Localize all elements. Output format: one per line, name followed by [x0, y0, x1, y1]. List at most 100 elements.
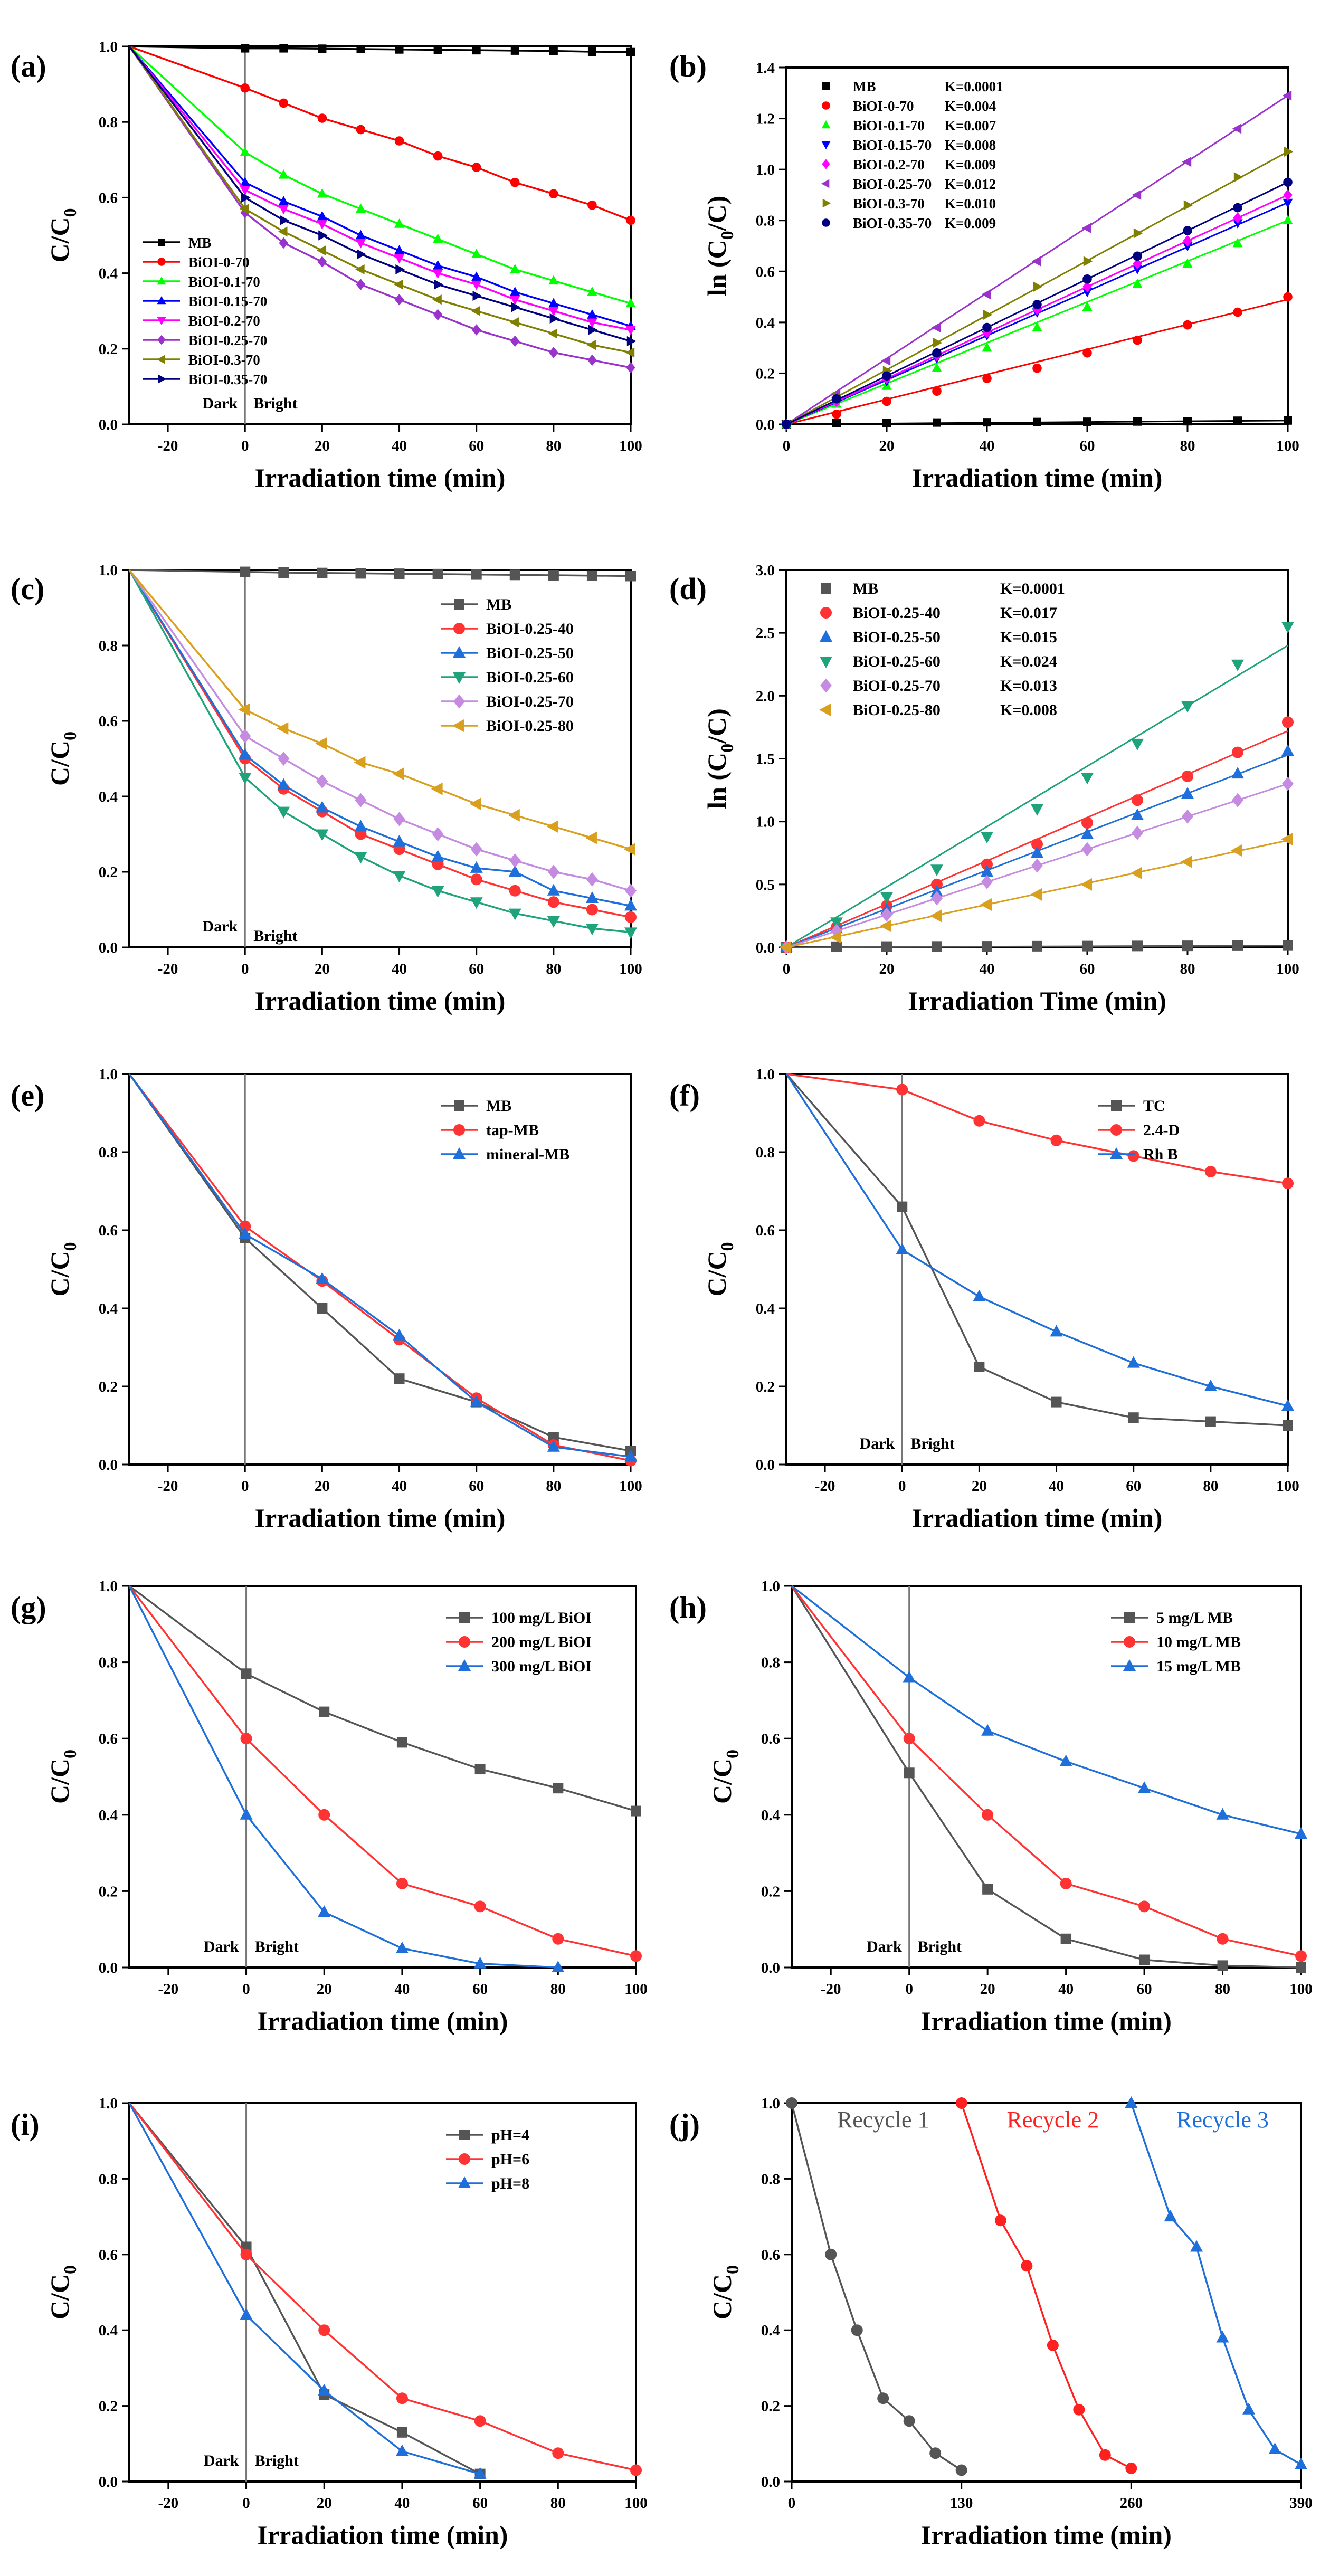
legend-label: TC	[1143, 1097, 1165, 1115]
legend-rate-constant: K=0.024	[1000, 653, 1057, 670]
data-point	[395, 264, 405, 275]
data-point	[1232, 219, 1243, 229]
chart-panel-a: (a) Dark Bright -20 0 20 40 60 80 100 0.0 0.2 0.4 0.6…	[11, 39, 642, 492]
legend-label: BiOI-0.25-40	[853, 604, 941, 622]
x-tick-label: -20	[821, 1981, 841, 1998]
data-point	[549, 46, 558, 55]
x-tick-label: 60	[472, 1981, 488, 1998]
data-point	[1081, 842, 1093, 857]
data-point	[471, 306, 480, 316]
data-point	[474, 1900, 486, 1913]
data-point	[1083, 256, 1093, 267]
y-tick-label: 0.4	[756, 1300, 775, 1317]
series-0	[129, 44, 635, 56]
data-point	[240, 566, 251, 577]
legend-marker	[454, 1100, 464, 1111]
data-point	[471, 249, 482, 258]
series-7	[782, 177, 1293, 429]
bright-label: Bright	[255, 2452, 299, 2469]
data-point	[1032, 322, 1042, 331]
data-point	[1183, 226, 1192, 235]
data-point	[832, 394, 841, 404]
data-point	[317, 188, 327, 198]
data-point	[1205, 1416, 1216, 1427]
y-tick-label: 0.5	[756, 877, 775, 893]
data-point	[626, 47, 635, 56]
bright-label: Bright	[910, 1435, 954, 1452]
data-point	[240, 147, 250, 156]
data-point	[396, 2427, 407, 2438]
legend-marker	[453, 646, 466, 658]
y-tick-label: 0.8	[761, 1655, 780, 1671]
series-2	[781, 215, 1293, 429]
data-point	[394, 136, 404, 146]
legend-label: 2.4-D	[1143, 1121, 1180, 1139]
plot-frame	[791, 2102, 1302, 2483]
data-point	[548, 570, 559, 581]
data-point	[1081, 817, 1093, 829]
data-point	[780, 941, 791, 954]
data-point	[930, 885, 943, 897]
x-tick-label: 100	[1289, 1981, 1313, 1998]
x-tick-label: 40	[392, 1478, 407, 1495]
legend-label: BiOI-0.25-80	[853, 701, 941, 719]
y-tick-label: 0.6	[761, 2247, 780, 2264]
data-point	[432, 568, 443, 579]
data-point	[1050, 1325, 1063, 1337]
chart-panel-h: (h) Dark Bright -20 0 20 40 60 80 100 0.0 0.2 0.4 0.6…	[669, 1578, 1313, 2036]
data-point	[239, 773, 252, 785]
data-point	[585, 831, 597, 844]
data-point	[470, 1395, 483, 1407]
data-point	[932, 941, 942, 952]
legend-marker	[459, 2153, 470, 2165]
data-point	[981, 832, 993, 844]
data-point	[316, 245, 326, 256]
legend-label: BiOI-0.1-70	[853, 118, 925, 134]
data-point	[1283, 1420, 1293, 1431]
series-3	[128, 569, 637, 939]
y-tick-label: 0.4	[99, 2322, 118, 2339]
series-5	[781, 90, 1292, 430]
legend-label: 5 mg/L MB	[1156, 1609, 1233, 1627]
legend-label: 10 mg/L MB	[1156, 1633, 1241, 1651]
data-point	[1031, 838, 1043, 850]
data-point	[1281, 744, 1294, 756]
data-point	[394, 245, 405, 254]
legend-marker	[820, 678, 832, 693]
legend-label: BiOI-0.25-70	[853, 176, 932, 192]
series-line	[128, 45, 631, 327]
data-point	[586, 904, 598, 916]
legend-marker	[453, 623, 465, 634]
data-point	[624, 1450, 637, 1462]
data-point	[316, 829, 329, 841]
data-point	[432, 294, 442, 305]
data-point	[432, 827, 444, 841]
data-point	[980, 898, 992, 911]
series-1	[786, 1073, 1294, 1190]
data-point	[903, 2415, 915, 2427]
data-point	[588, 325, 598, 335]
series-0	[128, 1585, 641, 1817]
data-point	[318, 230, 328, 241]
x-tick-label: 20	[315, 961, 330, 977]
x-tick-label: 390	[1289, 2495, 1313, 2512]
data-point	[1232, 793, 1243, 807]
data-point	[1295, 1950, 1307, 1962]
x-tick-label: 100	[1276, 961, 1299, 977]
x-axis-title: Irradiation time (min)	[912, 1503, 1163, 1533]
data-point	[1081, 223, 1091, 233]
data-point	[1268, 2442, 1281, 2455]
y-axis-title: C/C0	[45, 1242, 80, 1296]
data-point	[1283, 215, 1293, 224]
legend: 5 mg/L MB 10 mg/L MB 15 mg/L MB	[1111, 1609, 1241, 1675]
x-tick-label: 20	[315, 1478, 330, 1495]
series-line	[128, 2102, 481, 2475]
legend-label: 15 mg/L MB	[1156, 1658, 1241, 1675]
legend-marker	[820, 630, 832, 642]
y-tick-label: 0.4	[756, 315, 775, 331]
x-tick-label: 80	[1203, 1478, 1218, 1495]
y-tick-label: 0.8	[99, 114, 118, 131]
x-tick-label: 0	[783, 961, 791, 977]
data-point	[933, 337, 943, 348]
data-point	[394, 568, 405, 579]
